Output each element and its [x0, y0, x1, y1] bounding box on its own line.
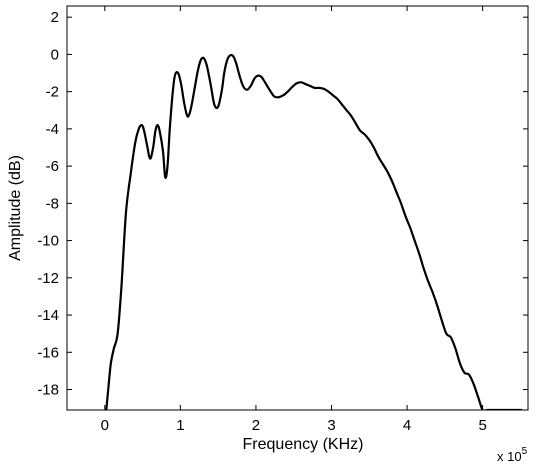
y-tick-label: -4: [46, 121, 59, 138]
x-axis-exponent-base: x 10: [497, 449, 522, 464]
y-tick-label: -6: [46, 158, 59, 175]
x-tick-label: 0: [101, 417, 109, 434]
x-axis-ticks: 0 1 2 3 4 5: [101, 6, 487, 434]
y-tick-label: -2: [46, 84, 59, 101]
x-tick-label: 3: [327, 417, 335, 434]
y-axis-label: Amplitude (dB): [7, 155, 24, 261]
y-tick-label: -14: [37, 307, 59, 324]
series-line-0: [105, 53, 522, 410]
y-tick-label: -10: [37, 233, 59, 250]
y-tick-label: -18: [37, 382, 59, 399]
x-axis-exponent: x 105: [497, 446, 528, 464]
y-axis-ticks: 2 0 -2 -4 -6 -8 -10 -12 -14 -16 -18: [37, 9, 528, 399]
y-tick-label: -12: [37, 270, 59, 287]
y-tick-label: -8: [46, 195, 59, 212]
x-tick-label: 1: [176, 417, 184, 434]
plot-area: [66, 5, 529, 411]
plot-frame: [66, 5, 529, 411]
x-tick-label: 2: [252, 417, 260, 434]
x-axis-label: Frequency (KHz): [243, 436, 364, 453]
x-axis-exponent-power: 5: [522, 446, 528, 457]
x-tick-label: 5: [478, 417, 486, 434]
x-tick-label: 4: [403, 417, 411, 434]
series-layer: [105, 53, 522, 410]
y-tick-label: 0: [51, 46, 59, 63]
y-tick-label: 2: [51, 9, 59, 26]
y-tick-label: -16: [37, 344, 59, 361]
